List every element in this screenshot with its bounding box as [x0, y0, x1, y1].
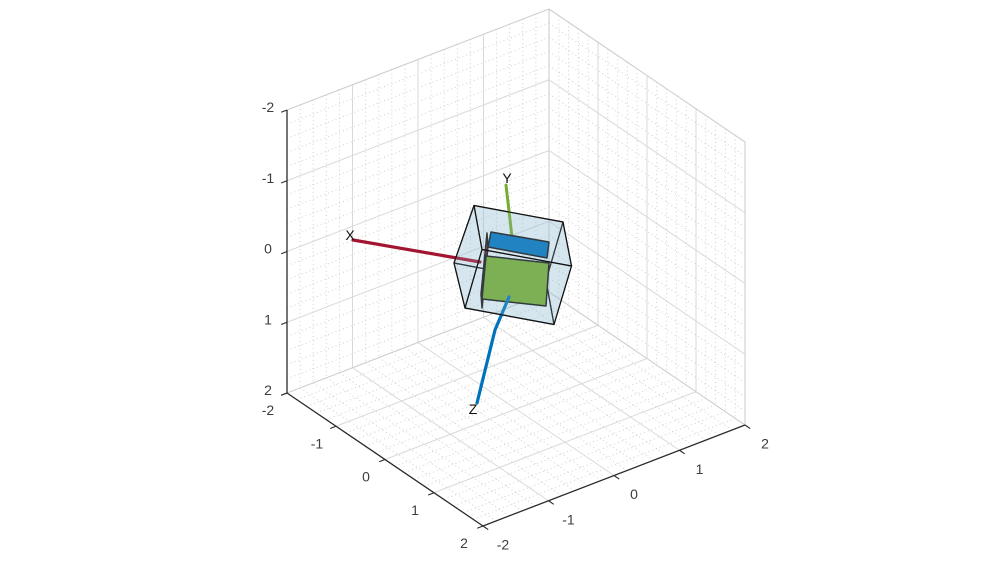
grid-line	[548, 150, 746, 284]
z-tick-label: -1	[262, 170, 275, 186]
z-axis-tick	[280, 250, 288, 255]
box-edge	[286, 8, 550, 111]
box-edge	[548, 8, 746, 143]
pose-x-axis-line	[351, 238, 482, 264]
x-axis-tick	[329, 425, 337, 430]
pose-y-axis-line	[504, 183, 514, 239]
y-axis-tick	[679, 449, 686, 455]
grid-line	[483, 316, 680, 451]
y-tick-label: 0	[630, 486, 638, 502]
box-edge	[548, 291, 746, 426]
y-tick-label: 1	[696, 461, 704, 477]
z-axis-tick	[280, 109, 288, 113]
x-tick-label: -1	[311, 435, 324, 451]
y-tick-label: 2	[761, 436, 769, 452]
x-tick-label: 1	[411, 502, 419, 518]
y-tick-label: -1	[562, 511, 575, 527]
z-tick-label: -2	[262, 99, 275, 115]
object-top-face	[487, 231, 550, 259]
x-axis-tick	[427, 492, 435, 496]
y-axis-tick	[613, 475, 620, 480]
z-axis-tick	[280, 180, 288, 184]
grid-line	[417, 342, 615, 476]
grid-line	[286, 150, 550, 252]
z-tick-label: 0	[264, 241, 272, 257]
x-axis-tick	[378, 458, 386, 463]
x-axis-tick	[476, 525, 484, 529]
grid-line	[433, 391, 697, 494]
y-axis-tick	[744, 424, 751, 430]
y-axis-tick	[548, 500, 555, 505]
z-tick-label: 1	[264, 311, 272, 327]
pose-x-label: X	[345, 227, 355, 243]
x-tick-label: 2	[460, 535, 468, 551]
pose-z-label: Z	[469, 401, 478, 417]
z-axis-tick	[280, 321, 288, 326]
z-tick-label: 2	[264, 382, 272, 398]
y-axis-tick	[482, 525, 489, 531]
object-front-face	[481, 255, 550, 307]
grid-line	[548, 220, 746, 355]
x-tick-label: -2	[262, 402, 275, 418]
x-axis-tick	[280, 392, 288, 396]
x-tick-label: 0	[362, 469, 370, 485]
y-tick-label: -2	[497, 537, 510, 553]
pose-z-axis-line	[475, 295, 511, 405]
bounding-cube-front-face	[453, 204, 483, 309]
pose-y-label: Y	[502, 170, 512, 186]
